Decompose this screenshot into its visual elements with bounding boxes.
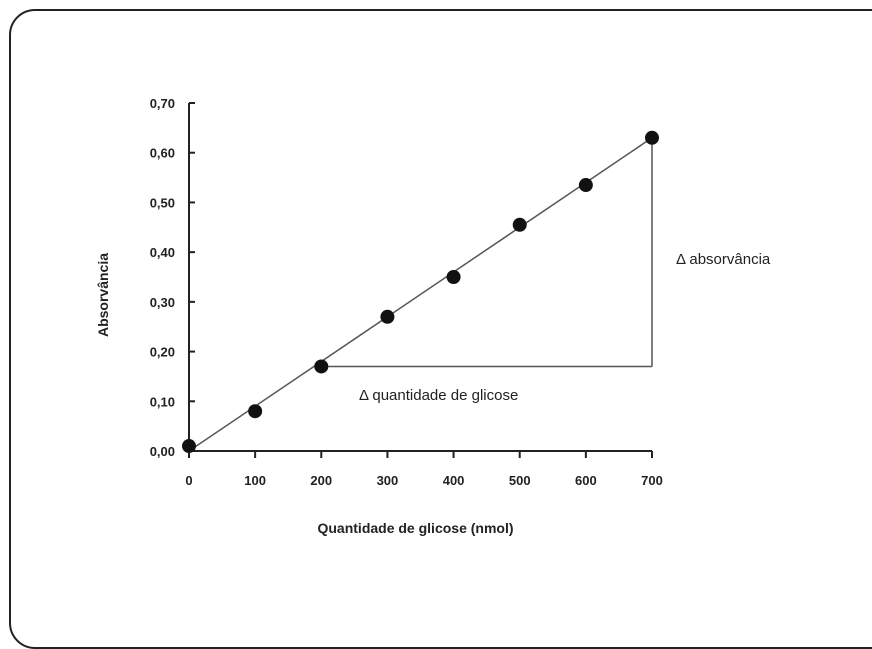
x-ticks: 0 100 200 300 400 500 600 700 xyxy=(185,451,663,488)
y-tick-label: 0,20 xyxy=(150,345,175,360)
data-point xyxy=(446,270,461,284)
x-tick-label: 500 xyxy=(509,473,531,488)
delta-triangle xyxy=(321,137,653,368)
x-tick-label: 0 xyxy=(185,473,192,488)
y-tick-label: 0,40 xyxy=(150,245,175,260)
y-tick-label: 0,00 xyxy=(150,444,175,459)
data-point xyxy=(248,404,263,419)
data-point xyxy=(314,359,329,374)
y-tick-label: 0,10 xyxy=(150,394,175,409)
delta-x-label: Δ quantidade de glicose xyxy=(359,387,518,404)
data-point xyxy=(380,309,395,324)
x-tick-label: 600 xyxy=(575,473,597,488)
y-tick-label: 0,60 xyxy=(150,146,175,161)
data-point xyxy=(182,439,196,454)
y-tick-label: 0,50 xyxy=(150,195,175,210)
data-point xyxy=(578,178,593,193)
y-axis-title: Absorvância xyxy=(95,253,111,337)
x-tick-label: 400 xyxy=(443,473,465,488)
x-tick-label: 100 xyxy=(244,473,266,488)
trendline xyxy=(188,137,653,452)
x-axis-title: Quantidade de glicose (nmol) xyxy=(317,520,513,536)
y-tick-label: 0,70 xyxy=(150,96,175,111)
y-ticks: 0,00 0,10 0,20 0,30 0,40 0,50 0,60 0,70 xyxy=(150,96,195,459)
x-tick-label: 700 xyxy=(641,473,663,488)
data-point xyxy=(512,217,527,232)
delta-y-label: Δ absorvância xyxy=(676,251,771,268)
y-tick-label: 0,30 xyxy=(150,295,175,310)
data-point xyxy=(645,130,659,145)
absorbance-chart: 0,00 0,10 0,20 0,30 0,40 0,50 0,60 0,70 0 100 200… xyxy=(95,96,771,536)
x-tick-label: 300 xyxy=(377,473,399,488)
data-points xyxy=(182,130,659,454)
chart-frame xyxy=(9,9,872,649)
x-tick-label: 200 xyxy=(310,473,332,488)
